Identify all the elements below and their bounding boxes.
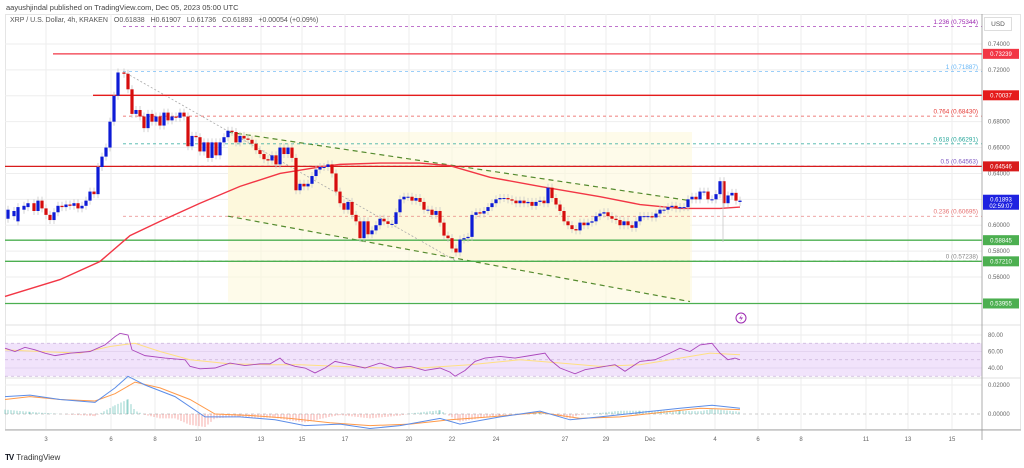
svg-text:8: 8 [153,437,157,443]
lightning-event-icon[interactable] [735,312,747,324]
svg-text:0.73239: 0.73239 [990,52,1012,58]
horizontal-levels [5,53,982,305]
svg-text:13: 13 [258,437,265,443]
svg-text:0.60000: 0.60000 [988,223,1010,229]
svg-text:4: 4 [713,437,717,443]
svg-text:3: 3 [44,437,48,443]
svg-text:0.00000: 0.00000 [988,412,1010,418]
price-tags: 0.73239 0.70037 0.64546 0.58845 0.57210 0.539… [983,48,1019,309]
svg-text:0.02000: 0.02000 [988,383,1010,389]
moving-average-line [4,162,741,298]
svg-text:0.5 (0.64563): 0.5 (0.64563) [941,159,978,166]
svg-text:0.74000: 0.74000 [988,42,1010,48]
ohlc-legend: XRP / U.S. Dollar, 4h, KRAKEN O0.61838 H… [10,17,322,24]
svg-text:0.53955: 0.53955 [990,302,1012,308]
currency-selector[interactable]: USD [984,17,1012,31]
fib-retracement: 1.236 (0.75344) 1 (0.71887) 0.764 (0.68430… [122,19,982,262]
svg-text:0.764 (0.68430): 0.764 (0.68430) [934,109,978,116]
svg-text:15: 15 [299,437,306,443]
svg-text:60.00: 60.00 [988,350,1004,356]
svg-text:0.72000: 0.72000 [988,68,1010,74]
svg-text:13: 13 [905,437,912,443]
svg-text:1 (0.71887): 1 (0.71887) [946,64,978,71]
svg-text:27: 27 [562,437,569,443]
svg-text:0.618 (0.66291): 0.618 (0.66291) [934,136,978,143]
svg-text:15: 15 [949,437,956,443]
svg-text:0.61893: 0.61893 [990,198,1012,204]
svg-text:0.68000: 0.68000 [988,120,1010,126]
svg-text:10: 10 [195,437,202,443]
tradingview-logo[interactable]: TV TradingView [5,453,60,462]
svg-text:11: 11 [863,437,870,443]
macd-pane [4,375,982,430]
svg-text:1.236 (0.75344): 1.236 (0.75344) [934,19,978,26]
svg-text:29: 29 [603,437,610,443]
svg-text:0.58845: 0.58845 [990,238,1012,244]
svg-text:0.64546: 0.64546 [990,165,1012,171]
close-value: C0.61893 [222,17,253,24]
change-value: +0.00054 (+0.09%) [258,17,319,24]
rsi-pane [4,332,982,377]
svg-text:0.58000: 0.58000 [988,249,1010,255]
svg-text:0.56000: 0.56000 [988,275,1010,281]
svg-text:40.00: 40.00 [988,366,1004,372]
low-value: L0.61736 [186,17,217,24]
svg-text:0.70037: 0.70037 [990,93,1012,99]
svg-text:0.236 (0.60695): 0.236 (0.60695) [934,209,978,216]
svg-text:6: 6 [756,437,760,443]
svg-text:02:59:07: 02:59:07 [989,204,1013,210]
tradingview-logo-icon: TV [5,453,14,462]
svg-text:22: 22 [449,437,456,443]
high-value: H0.61907 [150,17,181,24]
open-value: O0.61838 [113,17,145,24]
symbol-title[interactable]: XRP / U.S. Dollar, 4h, KRAKEN [10,17,108,24]
svg-text:0.57210: 0.57210 [990,260,1012,266]
svg-text:8: 8 [799,437,803,443]
publish-info: aayushjindal published on TradingView.co… [6,3,239,12]
svg-text:24: 24 [493,437,500,443]
tradingview-logo-text: TradingView [16,453,61,462]
svg-text:80.00: 80.00 [988,333,1004,339]
svg-text:6: 6 [109,437,113,443]
svg-text:20: 20 [406,437,413,443]
candlesticks [6,68,742,257]
svg-text:0 (0.57238): 0 (0.57238) [946,253,978,260]
axes: 0.74000 0.72000 0.68000 0.66000 0.64000 0.600… [5,14,1021,443]
descending-channel [227,131,692,303]
svg-text:0.66000: 0.66000 [988,146,1010,152]
svg-text:Dec: Dec [645,437,656,443]
svg-text:0.64000: 0.64000 [988,171,1010,177]
svg-text:17: 17 [342,437,349,443]
